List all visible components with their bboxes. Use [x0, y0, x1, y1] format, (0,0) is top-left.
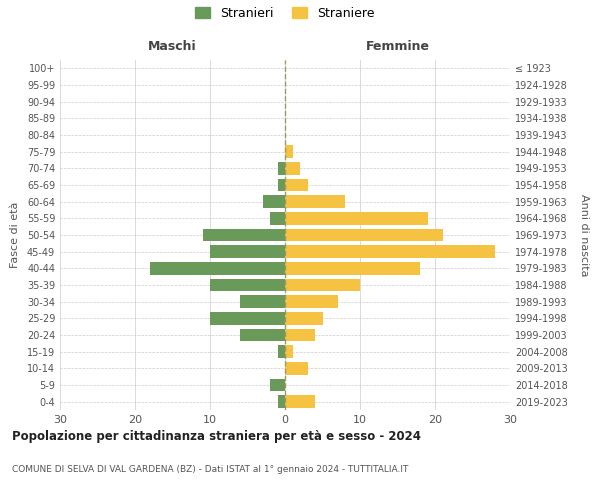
Bar — [240, 329, 285, 341]
Bar — [285, 229, 443, 241]
Bar — [285, 396, 315, 408]
Legend: Stranieri, Straniere: Stranieri, Straniere — [191, 4, 379, 24]
Y-axis label: Fasce di età: Fasce di età — [10, 202, 20, 268]
Bar — [263, 196, 285, 208]
Bar — [277, 162, 285, 174]
Bar — [285, 296, 337, 308]
Bar — [150, 262, 285, 274]
Bar — [270, 379, 285, 391]
Text: Maschi: Maschi — [148, 40, 197, 54]
Bar — [285, 162, 300, 174]
Bar — [210, 279, 285, 291]
Bar — [285, 329, 315, 341]
Bar — [285, 146, 293, 158]
Bar — [285, 179, 308, 192]
Bar — [285, 346, 293, 358]
Bar — [285, 196, 345, 208]
Text: Popolazione per cittadinanza straniera per età e sesso - 2024: Popolazione per cittadinanza straniera p… — [12, 430, 421, 443]
Bar — [285, 246, 495, 258]
Bar — [277, 396, 285, 408]
Bar — [203, 229, 285, 241]
Bar — [240, 296, 285, 308]
Bar — [270, 212, 285, 224]
Bar — [285, 312, 323, 324]
Bar — [210, 246, 285, 258]
Bar — [285, 362, 308, 374]
Bar — [285, 279, 360, 291]
Bar — [285, 212, 427, 224]
Text: COMUNE DI SELVA DI VAL GARDENA (BZ) - Dati ISTAT al 1° gennaio 2024 - TUTTITALIA: COMUNE DI SELVA DI VAL GARDENA (BZ) - Da… — [12, 465, 409, 474]
Bar — [277, 346, 285, 358]
Text: Femmine: Femmine — [365, 40, 430, 54]
Bar — [210, 312, 285, 324]
Y-axis label: Anni di nascita: Anni di nascita — [578, 194, 589, 276]
Bar — [285, 262, 420, 274]
Bar — [277, 179, 285, 192]
